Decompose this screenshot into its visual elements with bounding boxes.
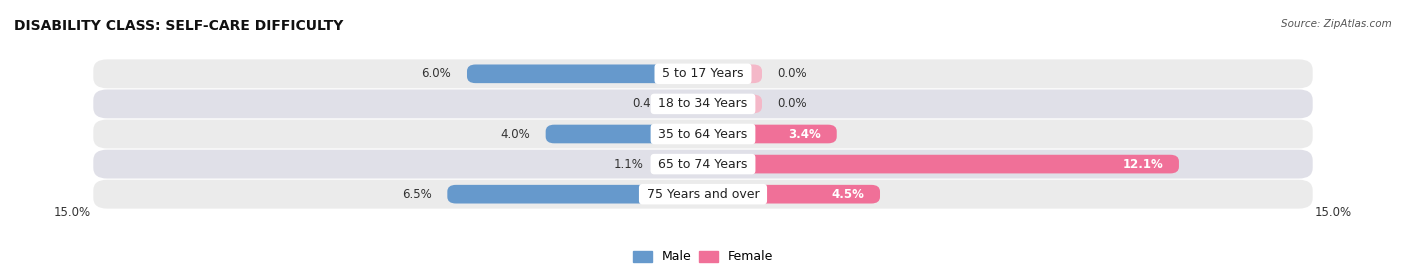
Text: DISABILITY CLASS: SELF-CARE DIFFICULTY: DISABILITY CLASS: SELF-CARE DIFFICULTY xyxy=(14,19,343,33)
Text: 35 to 64 Years: 35 to 64 Years xyxy=(654,128,752,140)
FancyBboxPatch shape xyxy=(659,155,703,173)
Text: 4.0%: 4.0% xyxy=(501,128,530,140)
FancyBboxPatch shape xyxy=(703,155,1180,173)
Text: 15.0%: 15.0% xyxy=(53,206,91,219)
FancyBboxPatch shape xyxy=(447,185,703,203)
FancyBboxPatch shape xyxy=(685,95,703,113)
FancyBboxPatch shape xyxy=(93,180,1313,209)
Text: 0.0%: 0.0% xyxy=(778,97,807,110)
Text: 0.0%: 0.0% xyxy=(778,67,807,80)
FancyBboxPatch shape xyxy=(703,125,837,143)
FancyBboxPatch shape xyxy=(703,65,762,83)
Text: 15.0%: 15.0% xyxy=(1315,206,1353,219)
FancyBboxPatch shape xyxy=(93,59,1313,88)
Text: 12.1%: 12.1% xyxy=(1122,158,1163,171)
FancyBboxPatch shape xyxy=(546,125,703,143)
Text: 65 to 74 Years: 65 to 74 Years xyxy=(654,158,752,171)
FancyBboxPatch shape xyxy=(93,120,1313,148)
Text: 75 Years and over: 75 Years and over xyxy=(643,188,763,201)
Legend: Male, Female: Male, Female xyxy=(628,245,778,268)
FancyBboxPatch shape xyxy=(703,95,762,113)
Text: 4.5%: 4.5% xyxy=(831,188,865,201)
FancyBboxPatch shape xyxy=(467,65,703,83)
Text: 5 to 17 Years: 5 to 17 Years xyxy=(658,67,748,80)
Text: 3.4%: 3.4% xyxy=(789,128,821,140)
Text: 1.1%: 1.1% xyxy=(614,158,644,171)
FancyBboxPatch shape xyxy=(93,90,1313,118)
Text: 6.5%: 6.5% xyxy=(402,188,432,201)
Text: 0.46%: 0.46% xyxy=(631,97,669,110)
Text: 6.0%: 6.0% xyxy=(422,67,451,80)
Text: Source: ZipAtlas.com: Source: ZipAtlas.com xyxy=(1281,19,1392,29)
FancyBboxPatch shape xyxy=(703,185,880,203)
Text: 18 to 34 Years: 18 to 34 Years xyxy=(654,97,752,110)
FancyBboxPatch shape xyxy=(93,150,1313,178)
